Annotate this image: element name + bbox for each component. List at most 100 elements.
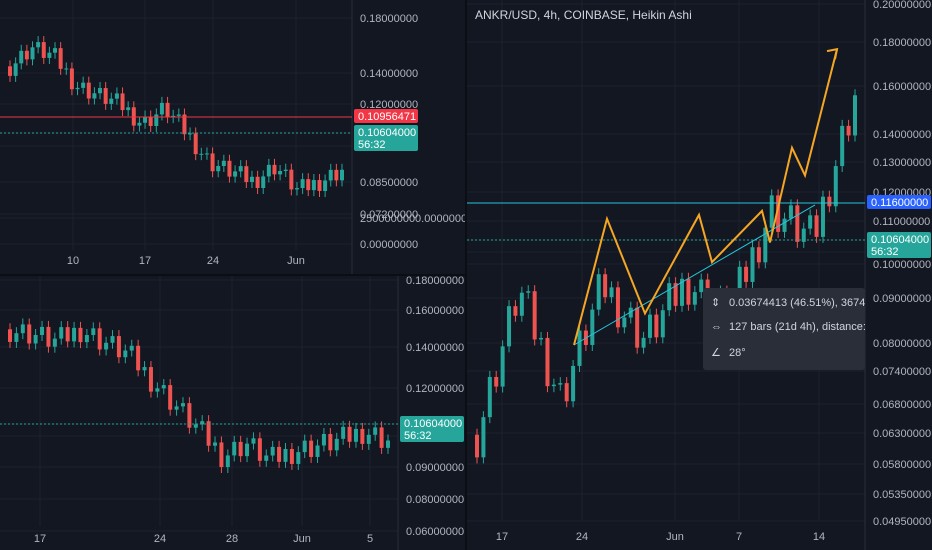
price-axis-label: 0.06000000 [406, 526, 464, 538]
candle-body [41, 42, 46, 58]
candle-body [155, 388, 160, 392]
price-axis-label: 0.16000000 [873, 81, 931, 93]
candle-body [519, 292, 524, 316]
candle-body [788, 205, 793, 219]
candle-body [86, 82, 91, 99]
time-axis-label: 17 [496, 531, 508, 543]
candle-body [769, 195, 774, 228]
candle-body [142, 367, 147, 371]
candle-body [302, 440, 307, 453]
candle-body [72, 327, 77, 342]
measure-price-change: 0.03674413 (46.51%), 3674413 [729, 297, 865, 309]
candle-body [596, 274, 601, 310]
candle-body [129, 345, 134, 351]
candle-body [654, 314, 659, 338]
price-badge-countdown: 56:32 [358, 139, 386, 151]
candle-body [360, 428, 365, 444]
price-axis-label: 0.09000000 [406, 462, 464, 474]
candle-body [193, 133, 198, 155]
candle-body [309, 440, 314, 457]
candle-body [328, 169, 333, 181]
candle-body [622, 317, 627, 328]
candle-body [750, 247, 755, 282]
time-axis-label: 24 [154, 533, 166, 545]
candle-body [53, 48, 58, 53]
candle-body [143, 116, 148, 123]
right-chart-svg[interactable]: 0.20000000 0.18000000 0.16000000 0.14000000… [467, 0, 932, 550]
candle-body [686, 278, 691, 305]
candle-body [216, 166, 221, 172]
candle-body [833, 166, 838, 207]
candle-body [571, 365, 576, 402]
candle-body [232, 441, 237, 456]
candle-body [174, 406, 179, 410]
candle-body [558, 383, 563, 385]
candle-body [283, 169, 288, 172]
candle-body [328, 433, 333, 451]
candle-body [820, 196, 825, 237]
candle-body [782, 218, 787, 232]
candle-body [801, 228, 806, 242]
candle-body [744, 266, 749, 282]
time-axis-label: 14 [813, 531, 825, 543]
candle-body [233, 171, 238, 177]
price-axis-label: 0.14000000 [873, 129, 931, 141]
candle-body [795, 205, 800, 242]
candle-body [13, 63, 18, 76]
candle-body [379, 427, 384, 448]
time-axis-label: 28 [226, 533, 238, 545]
time-axis-label: Jun [293, 533, 311, 545]
candle-body [737, 266, 742, 302]
price-badge-value: 0.10956471 [358, 111, 416, 123]
price-badge [354, 125, 418, 151]
panel-divider-vertical[interactable] [465, 0, 467, 550]
price-badge-value: 0.10604000 [871, 234, 929, 246]
candle-body [238, 441, 243, 457]
candle-body [249, 176, 254, 183]
right-chart[interactable]: 0.20000000 0.18000000 0.16000000 0.14000000… [467, 0, 932, 550]
price-axis-label: 0.07200000 [360, 209, 418, 221]
candle-body [227, 160, 232, 177]
measure-tooltip: ⇕ 0.03674413 (46.51%), 3674413 ⇔ 127 bars … [703, 288, 865, 370]
candle-body [277, 446, 282, 462]
price-badge [400, 416, 464, 442]
candle-body [123, 350, 128, 358]
time-axis-label: 17 [34, 533, 46, 545]
top-left-chart-svg[interactable]: 0.18000000 0.14000000 0.120000000.10956471… [0, 0, 465, 274]
panel-divider-horizontal[interactable] [0, 274, 465, 276]
chart-title: ANKR/USD, 4h, COINBASE, Heikin Ashi [475, 8, 692, 22]
candle-body [137, 122, 142, 126]
candle-body [58, 48, 63, 69]
candle-body [577, 330, 582, 366]
candle-body [251, 438, 256, 444]
candle-body [33, 334, 38, 344]
measure-bar-range: 127 bars (21d 4h), distance: 3 [729, 321, 865, 333]
candle-body [219, 442, 224, 468]
candle-body [300, 179, 305, 189]
price-badge [867, 195, 931, 209]
candle-body [641, 337, 646, 348]
time-axis-label: 10 [67, 255, 79, 267]
price-axis-label: 0.12000000 [406, 383, 464, 395]
candle-body [110, 336, 115, 343]
candle-body [814, 215, 819, 237]
candle-body [680, 278, 685, 306]
candle-body [827, 196, 832, 207]
candle-body [91, 328, 96, 336]
candle-body [40, 326, 45, 335]
candle-body [69, 68, 74, 90]
candle-body [103, 88, 108, 104]
price-axis-label: 0.04950000 [873, 516, 931, 528]
bottom-left-chart-svg[interactable]: 0.18000000 0.16000000 0.14000000 0.12000000… [0, 276, 465, 550]
candle-body [647, 314, 652, 338]
candle-body [187, 403, 192, 428]
candle-body [104, 342, 109, 350]
price-axis-label: 0.05350000 [873, 489, 931, 501]
bottom-left-chart[interactable]: 0.18000000 0.16000000 0.14000000 0.12000000… [0, 276, 465, 550]
candle-body [283, 448, 288, 462]
candle-body [238, 166, 243, 172]
candle-body [294, 188, 299, 190]
candle-body [30, 47, 35, 60]
top-left-chart[interactable]: 0.18000000 0.14000000 0.120000000.10956471… [0, 0, 465, 274]
candle-body [347, 426, 352, 442]
